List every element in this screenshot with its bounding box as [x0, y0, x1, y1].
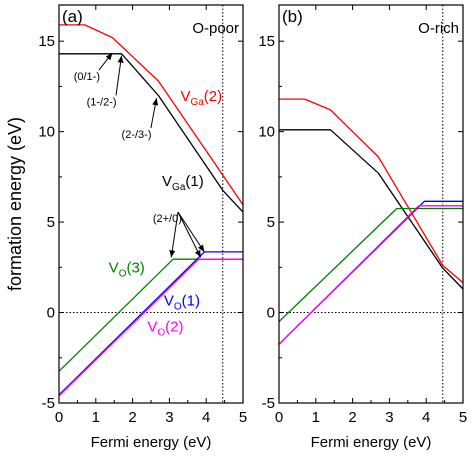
x-tick-label: 1	[92, 409, 100, 426]
annotation-arrow	[169, 212, 179, 258]
series-line-vga2	[59, 24, 244, 206]
label-main: V	[164, 292, 174, 309]
y-tick-label: 10	[258, 124, 275, 141]
label-main: V	[162, 173, 172, 190]
series-line-vo1	[278, 200, 463, 345]
label-suffix: (1)	[185, 173, 203, 190]
x-tick-label: 0	[275, 409, 283, 426]
x-tick-label: 4	[422, 409, 430, 426]
annotation-arrow	[98, 52, 113, 71]
label-subscript: Ga	[172, 182, 186, 193]
condition-label: O-poor	[192, 20, 239, 37]
x-tick-label: 0	[55, 409, 63, 426]
series-line-vga1	[59, 53, 244, 213]
label-suffix: (2)	[165, 319, 183, 336]
x-tick-label: 1	[312, 409, 320, 426]
series-line-vo3	[278, 207, 463, 323]
series-line-vo2	[58, 258, 243, 397]
x-axis-title: Fermi energy (eV)	[311, 434, 432, 451]
series-label-vo1: VO(1)	[164, 292, 200, 312]
y-tick-label: 0	[267, 305, 275, 322]
condition-label: O-rich	[418, 20, 459, 37]
y-tick-label: -5	[42, 395, 55, 412]
label-suffix: (3)	[126, 260, 144, 277]
plot-frame	[278, 4, 464, 404]
label-subscript: Ga	[190, 97, 204, 108]
annotation-arrow	[177, 211, 202, 258]
x-tick-label: 3	[385, 409, 393, 426]
annotation-arrow	[150, 98, 159, 129]
series-label-vga1: VGa(1)	[162, 173, 204, 193]
y-tick-label: 10	[38, 124, 55, 141]
y-tick-label: 5	[47, 214, 55, 231]
y-axis-title: formation energy (eV)	[5, 117, 25, 291]
x-tick-label: 4	[202, 409, 210, 426]
label-subscript: O	[157, 328, 165, 339]
label-subscript: O	[174, 301, 182, 312]
series-label-vga2: VGa(2)	[180, 88, 222, 108]
y-tick-label: 15	[38, 33, 55, 50]
annotation-arrow	[115, 55, 124, 96]
label-main: V	[180, 88, 190, 105]
x-tick-label: 2	[128, 409, 136, 426]
annotation-arrow	[177, 211, 205, 253]
series-line-vga1	[279, 129, 464, 290]
label-subscript: O	[119, 269, 127, 280]
panel-label: (b)	[282, 7, 303, 26]
x-tick-label: 5	[239, 409, 247, 426]
label-suffix: (1)	[182, 292, 200, 309]
label-suffix: (2)	[204, 88, 222, 105]
series-label-vo2: VO(2)	[147, 319, 183, 339]
y-tick-label: 0	[47, 305, 55, 322]
transition-annotation: (0/1-)	[74, 71, 100, 83]
y-tick-label: 5	[267, 214, 275, 231]
series-label-vo3: VO(3)	[109, 260, 145, 280]
x-tick-label: 3	[165, 409, 173, 426]
label-main: V	[109, 260, 119, 277]
y-tick-label: -5	[262, 395, 275, 412]
series-line-vga2	[279, 98, 464, 284]
transition-annotation: (2+/0)	[153, 213, 182, 225]
x-tick-label: 2	[348, 409, 356, 426]
label-main: V	[147, 319, 157, 336]
y-tick-label: 15	[258, 33, 275, 50]
panel-label: (a)	[62, 7, 83, 26]
x-axis-title: Fermi energy (eV)	[91, 434, 212, 451]
series-line-vo3	[58, 258, 243, 372]
transition-annotation: (2-/3-)	[122, 129, 152, 141]
x-tick-label: 5	[459, 409, 467, 426]
transition-annotation: (1-/2-)	[87, 96, 117, 108]
series-line-vo2	[278, 205, 463, 345]
